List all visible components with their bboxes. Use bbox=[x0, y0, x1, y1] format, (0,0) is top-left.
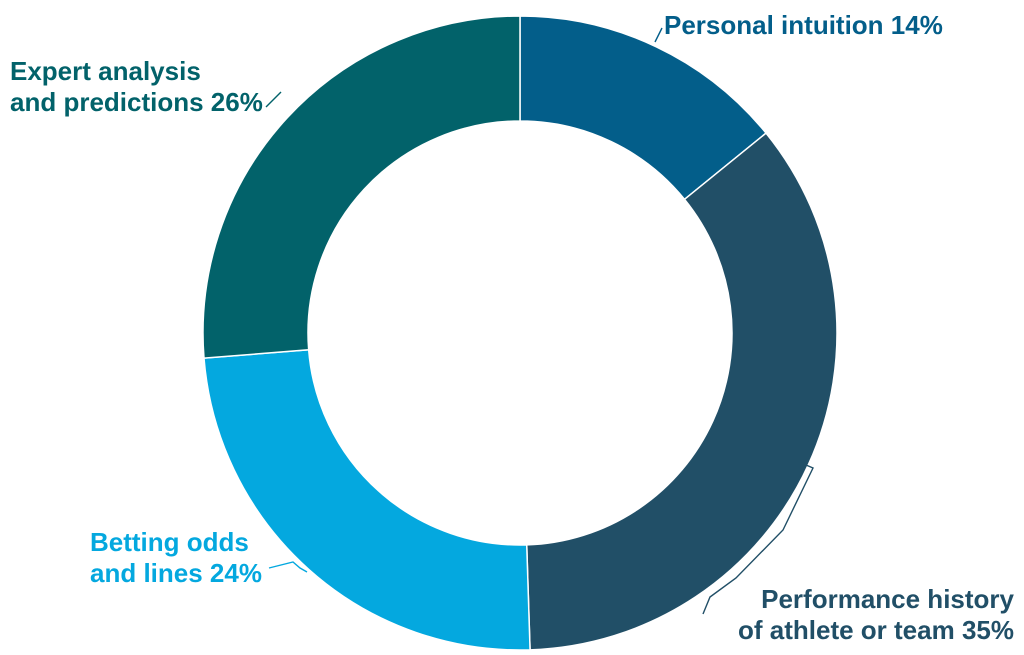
slice-label-line: Betting odds bbox=[90, 527, 249, 557]
slice-label-personal-intuition: Personal intuition 14% bbox=[664, 10, 943, 41]
slice-label-line: Personal intuition 14% bbox=[664, 10, 943, 40]
slice-betting-odds bbox=[203, 348, 531, 651]
slice-label-line: Expert analysis bbox=[10, 56, 201, 86]
leader-personal-intuition bbox=[654, 27, 663, 43]
slice-label-betting-odds: Betting odds and lines 24% bbox=[90, 527, 262, 589]
leader-performance-history bbox=[702, 464, 814, 615]
leader-expert-analysis bbox=[265, 91, 282, 108]
slice-label-performance-history: Performance history of athlete or team 3… bbox=[738, 584, 1014, 646]
slice-label-expert-analysis: Expert analysis and predictions 26% bbox=[10, 56, 263, 118]
slice-performance-history bbox=[525, 132, 838, 651]
leader-betting-odds bbox=[268, 561, 308, 573]
slice-label-line: and lines 24% bbox=[90, 558, 262, 588]
slice-label-line: of athlete or team 35% bbox=[738, 615, 1014, 645]
slice-label-line: Performance history bbox=[761, 584, 1014, 614]
slice-expert-analysis bbox=[202, 15, 521, 359]
slice-label-line: and predictions 26% bbox=[10, 87, 263, 117]
